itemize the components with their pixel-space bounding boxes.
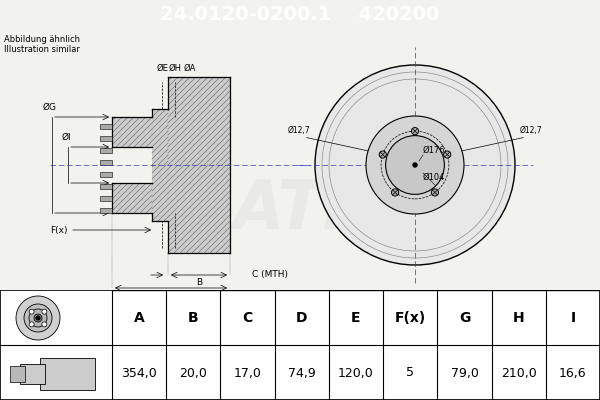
Bar [100, 124, 112, 129]
Text: ØH: ØH [169, 64, 182, 73]
Circle shape [391, 189, 398, 196]
Circle shape [24, 304, 52, 332]
Circle shape [413, 163, 417, 167]
Circle shape [16, 296, 60, 340]
Text: Ø12,7: Ø12,7 [287, 126, 310, 135]
Text: Abbildung ähnlich: Abbildung ähnlich [4, 35, 80, 44]
Bar [100, 184, 112, 189]
Text: Illustration similar: Illustration similar [4, 45, 80, 54]
Bar [40, 358, 95, 390]
Circle shape [42, 322, 47, 327]
Bar [112, 117, 152, 147]
Bar [20, 364, 45, 384]
Text: 17,0: 17,0 [233, 366, 262, 380]
Bar [100, 160, 112, 165]
Text: ØE: ØE [156, 64, 168, 73]
Bar [152, 165, 168, 221]
Circle shape [34, 314, 42, 322]
Text: 20,0: 20,0 [179, 366, 207, 380]
Bar [100, 196, 112, 201]
Bar [100, 148, 112, 153]
Text: Ø104: Ø104 [423, 173, 445, 182]
Text: 74,9: 74,9 [288, 366, 316, 380]
Circle shape [315, 65, 515, 265]
Text: 24.0120-0200.1    420200: 24.0120-0200.1 420200 [160, 6, 440, 24]
Text: I: I [571, 311, 575, 325]
Bar [168, 77, 230, 165]
Circle shape [379, 151, 386, 158]
Text: ATE: ATE [232, 177, 368, 243]
Text: C (MTH): C (MTH) [252, 270, 288, 280]
Text: 354,0: 354,0 [121, 366, 157, 380]
Circle shape [29, 309, 47, 327]
Text: E: E [351, 311, 361, 325]
Bar [152, 109, 168, 165]
Text: G: G [459, 311, 470, 325]
Circle shape [412, 128, 419, 135]
Circle shape [29, 309, 34, 314]
Circle shape [42, 309, 47, 314]
Text: Ø12,7: Ø12,7 [520, 126, 542, 135]
Circle shape [443, 151, 451, 158]
Text: ØA: ØA [184, 64, 196, 73]
Text: 16,6: 16,6 [559, 366, 587, 380]
Circle shape [431, 189, 439, 196]
Bar [10, 366, 25, 382]
Circle shape [36, 316, 40, 320]
Text: A: A [134, 311, 145, 325]
Text: ØI: ØI [61, 133, 71, 142]
Text: B: B [196, 278, 202, 287]
Text: F(x): F(x) [50, 226, 68, 234]
Text: C: C [242, 311, 253, 325]
Text: H: H [513, 311, 524, 325]
Text: D: D [158, 291, 164, 300]
Text: ØG: ØG [43, 103, 57, 112]
Text: 79,0: 79,0 [451, 366, 478, 380]
Bar [100, 208, 112, 213]
Text: 210,0: 210,0 [501, 366, 536, 380]
Text: B: B [188, 311, 199, 325]
Text: 5: 5 [406, 366, 414, 380]
Circle shape [29, 322, 34, 327]
Bar [112, 183, 152, 213]
Text: D: D [296, 311, 308, 325]
Text: F(x): F(x) [395, 311, 426, 325]
Circle shape [366, 116, 464, 214]
Text: Ø176: Ø176 [423, 146, 446, 155]
Bar [100, 172, 112, 177]
Bar [168, 165, 230, 253]
Bar [100, 136, 112, 141]
Circle shape [386, 136, 445, 194]
Text: 120,0: 120,0 [338, 366, 374, 380]
